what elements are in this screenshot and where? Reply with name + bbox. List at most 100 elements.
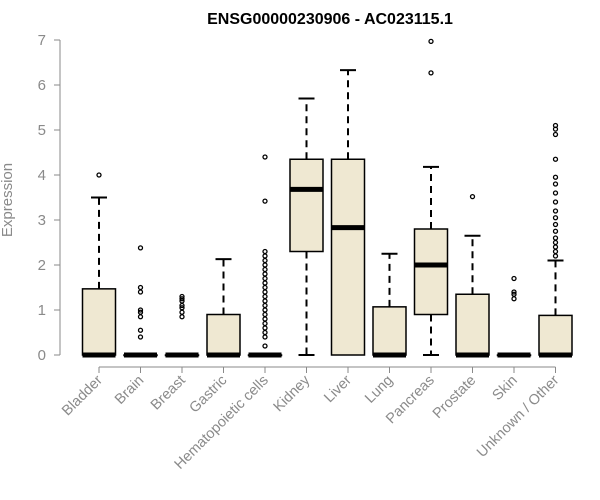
outlier-point [552, 208, 559, 214]
outlier-point [552, 199, 559, 205]
box-bladder [81, 172, 117, 358]
x-tick-label: Liver [321, 372, 355, 406]
outlier-point [262, 154, 268, 160]
box-pancreas [413, 38, 449, 356]
outlier-point [262, 293, 268, 300]
box-prostate [455, 193, 490, 358]
outlier-point [511, 275, 517, 282]
outlier-point [511, 291, 517, 297]
outlier-point [428, 70, 434, 76]
y-tick-label: 6 [38, 77, 46, 94]
outlier-point [262, 343, 268, 349]
outlier-point [552, 253, 559, 259]
box-body [413, 228, 449, 316]
outlier-point [137, 289, 144, 295]
outlier-point [179, 305, 185, 311]
outlier-point [552, 190, 559, 196]
box-body [455, 293, 490, 356]
outlier-point [262, 280, 268, 286]
outlier-point [262, 307, 268, 313]
outlier-point [137, 307, 144, 313]
outlier-point [137, 334, 144, 340]
outlier-point [262, 266, 268, 273]
outlier-point [262, 316, 268, 322]
outlier-point [137, 314, 144, 320]
outlier-point [262, 271, 268, 277]
outlier-point [262, 275, 268, 282]
y-tick-label: 0 [38, 347, 46, 364]
outlier-point [179, 296, 185, 302]
x-tick-label: Brain [112, 373, 147, 408]
outlier-point [137, 245, 144, 251]
outlier-point [552, 122, 559, 129]
outlier-point [262, 298, 268, 304]
box-body [538, 314, 573, 356]
y-axis-label: Expression [0, 163, 16, 237]
box-lung [372, 252, 407, 358]
outlier-point [511, 296, 517, 302]
outlier-point [552, 156, 559, 162]
box-body [372, 306, 407, 356]
outlier-point [262, 334, 268, 340]
outlier-point [262, 257, 268, 264]
y-tick-label: 4 [38, 167, 46, 184]
box-breast [164, 293, 200, 358]
x-tick-label: Kidney [271, 372, 314, 415]
box-body [289, 158, 324, 253]
outlier-point [179, 309, 185, 315]
box-unknown-other [538, 122, 573, 358]
x-tick-label: Prostate [430, 373, 479, 422]
outlier-point [262, 329, 268, 336]
outlier-point [552, 248, 559, 255]
outlier-point [428, 38, 434, 44]
y-tick-label: 1 [38, 302, 46, 319]
y-tick-label: 2 [38, 257, 46, 274]
outlier-point [137, 327, 144, 333]
outlier-point [262, 289, 268, 295]
x-tick-label: Breast [148, 373, 189, 414]
outlier-point [96, 172, 102, 178]
outlier-point [262, 284, 268, 291]
outlier-point [511, 289, 517, 295]
box-body [81, 288, 117, 356]
outlier-point [552, 228, 559, 234]
box-brain [123, 245, 158, 358]
box-body [206, 313, 241, 356]
x-tick-label: Lung [362, 373, 396, 407]
box-hematopoietic-cells [247, 154, 283, 358]
outlier-point [262, 320, 268, 327]
outlier-point [552, 181, 559, 187]
boxes-group [81, 38, 573, 358]
outlier-point [262, 302, 268, 309]
outlier-point [552, 221, 559, 228]
x-tick-label: Skin [490, 373, 521, 404]
box-kidney [289, 97, 324, 356]
outlier-point [552, 239, 559, 246]
outlier-point [552, 235, 559, 241]
outlier-point [262, 325, 268, 331]
outlier-point [552, 244, 559, 250]
x-tick-label: Bladder [59, 372, 106, 419]
outlier-point [552, 215, 559, 221]
y-tick-label: 3 [38, 212, 46, 229]
outlier-point [262, 262, 268, 268]
box-liver [330, 69, 366, 356]
y-axis: 0 1 2 3 4 5 6 7 [38, 32, 61, 364]
outlier-point [137, 284, 144, 291]
outlier-point [262, 311, 268, 318]
outlier-point [469, 193, 476, 200]
outlier-point [262, 248, 268, 255]
outlier-point [137, 309, 144, 315]
box-body [330, 158, 366, 356]
outlier-point [262, 198, 268, 204]
chart-title: ENSG00000230906 - AC023115.1 [207, 11, 453, 28]
box-gastric [206, 258, 241, 358]
outlier-point [179, 293, 185, 300]
outlier-point [552, 131, 559, 138]
y-tick-label: 7 [38, 32, 46, 49]
outlier-point [179, 314, 185, 320]
y-tick-label: 5 [38, 122, 46, 139]
box-skin [496, 275, 532, 358]
